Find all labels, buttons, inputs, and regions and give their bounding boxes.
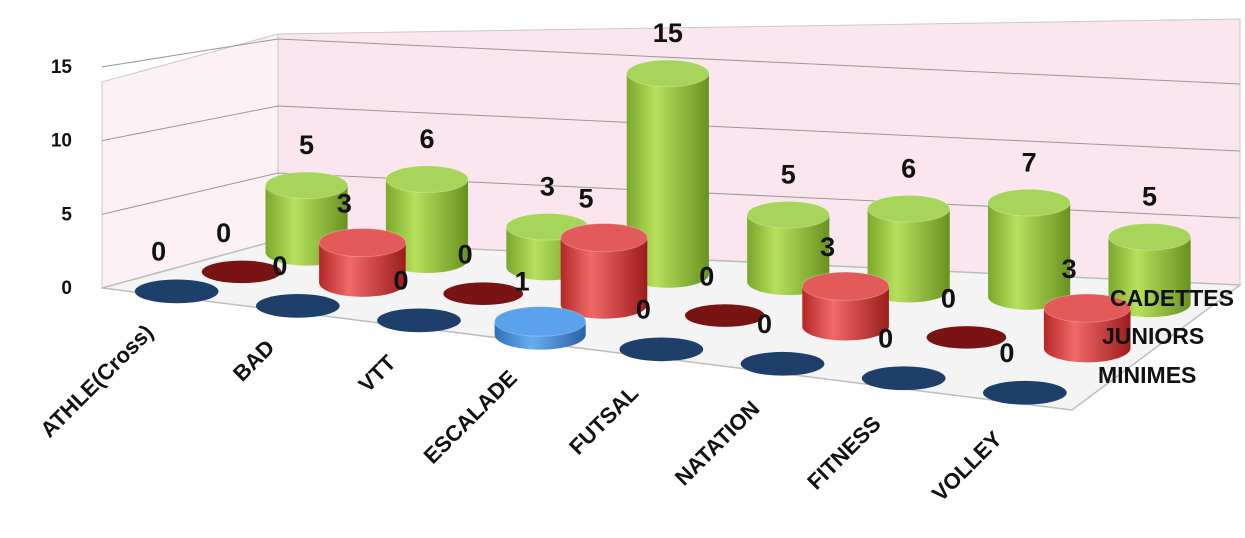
bar-juniors — [443, 282, 524, 305]
bar-juniors — [802, 286, 889, 341]
y-tick-label: 10 — [51, 131, 72, 152]
category-label: FUTSAL — [564, 380, 643, 459]
data-label: 1 — [515, 267, 530, 297]
category-label: VOLLEY — [927, 426, 1007, 506]
bar-juniors — [684, 304, 765, 327]
data-label: 3 — [820, 232, 835, 262]
category-label: BAD — [228, 335, 279, 386]
bar-juniors — [926, 326, 1007, 349]
data-label: 0 — [458, 240, 473, 270]
data-label: 5 — [781, 159, 796, 189]
data-label: 0 — [941, 283, 956, 313]
bar-minimes — [255, 294, 340, 318]
bar-juniors — [319, 242, 406, 297]
data-label: 0 — [393, 266, 408, 296]
bar-juniors — [560, 237, 648, 319]
data-label: 0 — [699, 261, 714, 291]
bar-top-cadettes — [867, 194, 951, 223]
bar-cadettes — [747, 214, 830, 296]
bar-top-juniors — [560, 223, 648, 253]
y-tick-label: 0 — [61, 278, 72, 299]
bar-minimes — [861, 366, 946, 391]
bar-cadettes — [1108, 236, 1191, 318]
bar-cadettes — [385, 179, 469, 274]
category-label: NATATION — [670, 396, 765, 491]
data-label: 0 — [636, 294, 651, 324]
bar-cadettes — [988, 202, 1071, 310]
category-label: ATHLE(Cross) — [35, 319, 158, 442]
data-label: 0 — [757, 309, 772, 339]
data-label: 5 — [578, 184, 593, 214]
data-label: 3 — [540, 171, 555, 201]
series-label: CADETTES — [1110, 285, 1234, 311]
bar-top-juniors — [318, 227, 407, 258]
data-label: 6 — [901, 153, 916, 183]
y-tick-label: 15 — [51, 57, 73, 78]
data-label: 3 — [1062, 254, 1077, 284]
bar-top-cadettes — [987, 188, 1071, 217]
y-tick-label: 5 — [61, 204, 72, 225]
bar-minimes — [619, 337, 704, 362]
gridline — [101, 105, 1241, 152]
category-label: VTT — [354, 350, 401, 397]
bar-juniors — [201, 260, 282, 284]
data-label: 5 — [299, 130, 314, 160]
bar-top-cadettes — [626, 59, 710, 88]
gridline — [101, 38, 1241, 85]
bar-top-cadettes — [746, 200, 830, 229]
bar-top-juniors — [801, 271, 890, 301]
data-label: 6 — [419, 124, 434, 154]
bar-minimes — [134, 279, 219, 304]
bar-minimes — [982, 380, 1067, 405]
bar-top-juniors — [1043, 293, 1131, 323]
bar-top-cadettes — [1107, 222, 1192, 251]
bar-top-minimes — [494, 306, 587, 337]
data-label: 0 — [272, 251, 287, 281]
data-label: 0 — [151, 237, 166, 267]
data-label: 0 — [999, 338, 1014, 368]
data-label: 0 — [216, 218, 231, 248]
data-label: 15 — [653, 18, 683, 48]
bar-minimes — [740, 351, 825, 376]
data-label: 5 — [1142, 181, 1157, 211]
bar-juniors — [1043, 308, 1131, 363]
bar-top-cadettes — [264, 171, 349, 200]
series-label: JUNIORS — [1102, 323, 1204, 349]
category-label: ESCALADE — [419, 365, 522, 468]
bar-minimes — [377, 308, 461, 333]
bar-cadettes — [867, 208, 950, 303]
bar-top-cadettes — [385, 165, 469, 194]
data-label: 0 — [878, 323, 893, 353]
bar-cadettes — [626, 73, 709, 288]
data-label: 3 — [337, 188, 352, 218]
data-label: 7 — [1022, 147, 1037, 177]
series-label: MINIMES — [1098, 362, 1196, 388]
category-label: FITNESS — [802, 411, 885, 494]
